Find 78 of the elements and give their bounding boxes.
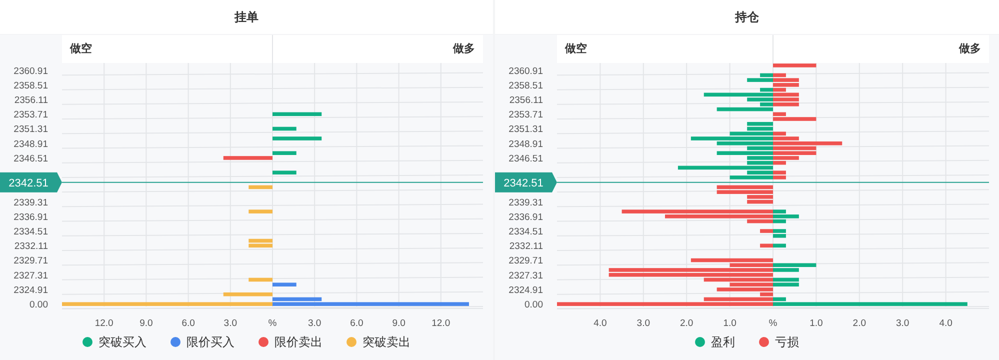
text: 做多 (958, 42, 981, 55)
y-tick-label: 2358.51 (14, 80, 48, 92)
y-tick-label: 2356.11 (509, 95, 543, 106)
bar (223, 292, 272, 296)
bar (223, 156, 272, 160)
bar (272, 151, 296, 155)
bar (62, 302, 272, 306)
y-tick-label: 2332.11 (509, 241, 543, 252)
bar (272, 170, 296, 174)
y-tick-label: 2351.31 (14, 124, 48, 136)
y-tick-label: 2342.51 (504, 177, 544, 190)
y-tick-label: 2327.31 (508, 270, 543, 282)
x-tick-label: 1.0 (810, 318, 823, 329)
y-tick-label: 2339.31 (14, 197, 48, 208)
bar (248, 185, 272, 190)
legend-label: 突破卖出 (362, 335, 410, 349)
x-tick-label: 4.0 (939, 318, 952, 329)
x-tick-label: 2.0 (680, 318, 694, 329)
bar (272, 126, 296, 131)
text: 做空 (69, 42, 92, 55)
y-tick-label: 2336.91 (508, 212, 543, 223)
y-tick-label: 2324.91 (14, 284, 48, 296)
x-tick-label: 6.0 (350, 318, 364, 329)
y-tick-label: 2332.11 (14, 241, 48, 252)
x-tick-label: 12.0 (94, 318, 114, 329)
y-tick-label: 2346.51 (14, 153, 48, 164)
bar (773, 64, 816, 68)
y-tick-label: 2356.11 (14, 95, 48, 106)
y-tick-label: 2348.91 (14, 138, 48, 150)
text: 做多 (452, 42, 475, 55)
y-tick-label: 2329.71 (508, 256, 543, 267)
y-tick-label: 2348.91 (508, 138, 543, 150)
chart-title: 挂单 (234, 10, 258, 24)
y-tick-label: 2334.51 (508, 226, 543, 238)
text: 做空 (564, 42, 587, 55)
x-tick-label: 2.0 (852, 318, 866, 329)
y-tick-label: 2327.31 (14, 270, 48, 282)
y-tick-label: 2339.31 (508, 197, 543, 208)
x-tick-label: % (768, 318, 778, 329)
legend-label: 突破买入 (98, 335, 146, 349)
bar (248, 210, 272, 214)
y-tick-label: 2360.91 (14, 66, 48, 77)
y-tick-label: 2346.51 (508, 153, 543, 164)
legend-label: 亏损 (775, 335, 799, 349)
legend-label: 盈利 (711, 335, 735, 349)
y-tick-label: 2353.71 (14, 110, 48, 121)
x-tick-label: 3.0 (636, 318, 650, 329)
y-tick-label: 0.00 (524, 300, 543, 311)
bar (272, 136, 322, 140)
y-tick-label: 2358.51 (508, 80, 543, 92)
y-tick-label: 2336.91 (14, 212, 48, 223)
legend-label: 限价买入 (186, 335, 234, 349)
y-tick-label: 2342.51 (8, 177, 48, 190)
x-tick-label: 12.0 (432, 318, 450, 329)
y-tick-label: 0.00 (30, 300, 48, 311)
bar (248, 278, 272, 282)
x-tick-label: 3.0 (224, 318, 238, 329)
x-tick-label: 6.0 (182, 318, 195, 329)
x-tick-label: 4.0 (594, 318, 607, 329)
x-tick-label: 9.0 (140, 318, 153, 329)
x-tick-label: 3.0 (896, 318, 910, 329)
bar (773, 244, 786, 248)
y-tick-label: 2360.91 (508, 66, 543, 77)
bar (760, 229, 773, 233)
x-tick-label: 3.0 (308, 318, 322, 329)
bar (760, 244, 773, 248)
y-tick-label: 2334.51 (14, 226, 48, 238)
x-tick-label: 1.0 (723, 318, 736, 329)
x-tick-label: 9.0 (392, 318, 406, 329)
x-tick-label: % (268, 318, 278, 329)
y-tick-label: 2353.71 (508, 110, 543, 121)
chart-title: 持仓 (734, 10, 760, 24)
legend-label: 限价卖出 (274, 335, 322, 349)
y-tick-label: 2329.71 (14, 256, 48, 267)
bar (272, 282, 296, 286)
y-tick-label: 2324.91 (508, 284, 543, 296)
bar (272, 112, 322, 116)
y-tick-label: 2351.31 (508, 124, 543, 136)
